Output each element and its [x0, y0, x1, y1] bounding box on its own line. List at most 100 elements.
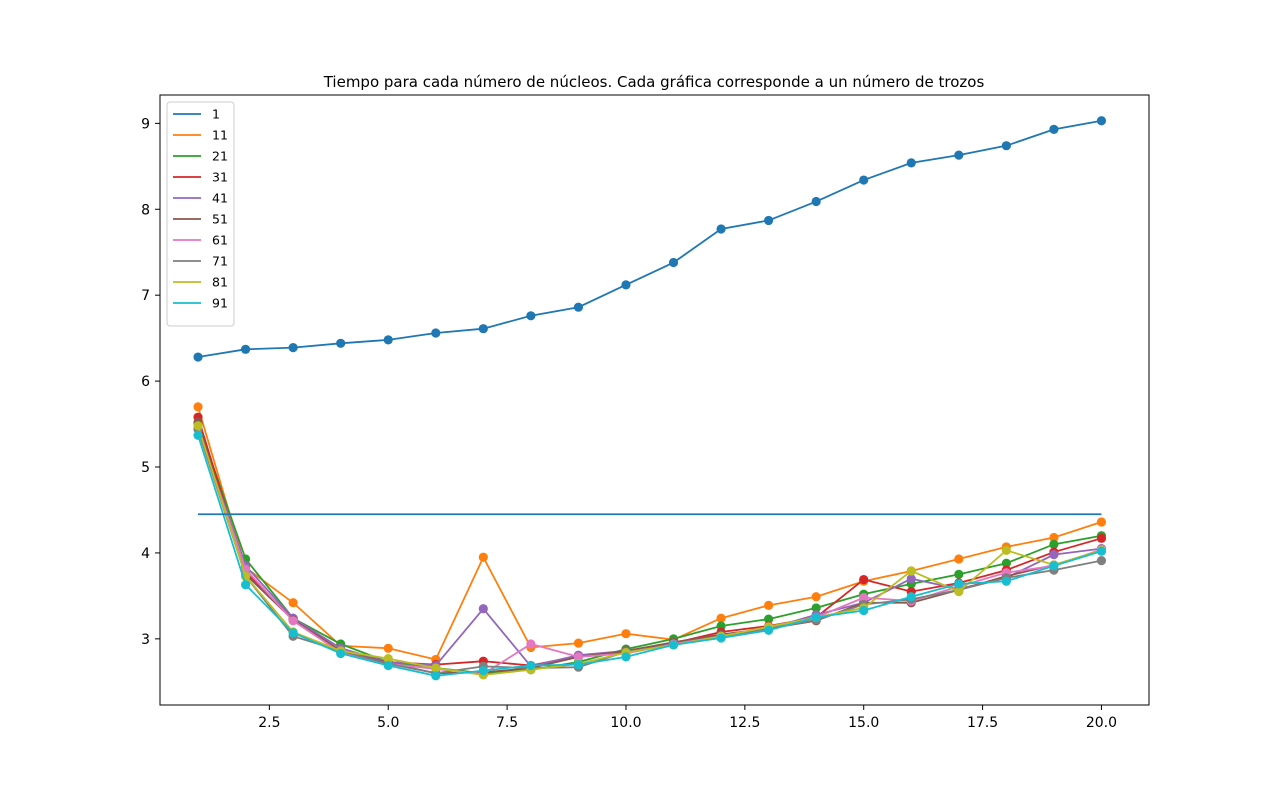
data-point-11-20: [1096, 517, 1107, 527]
data-point-61-9: [573, 652, 584, 662]
data-point-1-6: [431, 328, 441, 338]
data-point-91-10: [621, 652, 631, 662]
data-point-91-7: [478, 666, 488, 676]
data-point-61-15: [859, 593, 869, 603]
y-tick-label: 8: [141, 202, 150, 218]
series-71: [193, 424, 1107, 678]
data-point-1-20: [1096, 116, 1107, 126]
legend-label-61: 61: [212, 233, 228, 248]
series-line-21: [197, 422, 1102, 675]
data-point-31-20: [1096, 533, 1107, 543]
data-point-81-5: [383, 654, 393, 664]
data-point-91-2: [240, 580, 251, 590]
series-line-31: [197, 416, 1102, 667]
legend-label-51: 51: [212, 212, 228, 227]
data-point-1-5: [383, 335, 393, 345]
data-point-1-15: [859, 175, 869, 185]
y-tick-label: 3: [141, 632, 150, 648]
data-point-81-1: [193, 421, 203, 431]
data-point-21-14: [811, 603, 821, 613]
series-41: [193, 423, 1107, 671]
data-point-81-16: [906, 566, 916, 576]
series-21: [193, 418, 1107, 678]
data-point-61-8: [526, 639, 536, 649]
data-point-91-1: [193, 430, 203, 440]
chart-title: Tiempo para cada número de núcleos. Cada…: [323, 73, 985, 91]
legend-label-71: 71: [212, 254, 228, 269]
series-31: [193, 412, 1107, 671]
x-tick-label: 15.0: [848, 715, 879, 731]
data-point-1-1: [193, 352, 203, 362]
data-point-91-19: [1049, 561, 1059, 571]
data-point-91-3: [288, 628, 298, 638]
data-point-91-9: [573, 660, 584, 670]
data-point-81-6: [431, 663, 441, 673]
series-line-91: [197, 434, 1102, 677]
legend-label-91: 91: [212, 296, 228, 311]
data-point-21-17: [954, 569, 964, 580]
data-point-21-18: [1001, 558, 1011, 568]
data-point-91-6: [431, 671, 441, 681]
x-tick-label: 2.5: [258, 715, 280, 731]
series-line-41: [197, 428, 1102, 668]
data-point-91-13: [764, 625, 774, 635]
legend-label-31: 31: [212, 170, 228, 185]
y-axis: 3 4 5 6 7 8 9: [141, 116, 160, 648]
x-axis: 2.5 5.0 7.5 10.0 12.5 15.0 17.5 20.0: [258, 705, 1117, 731]
data-point-11-9: [573, 638, 584, 648]
data-point-81-18: [1001, 545, 1011, 555]
x-tick-label: 12.5: [729, 715, 760, 731]
data-point-81-17: [954, 586, 964, 597]
data-point-1-10: [621, 280, 631, 290]
legend-label-11: 11: [212, 128, 228, 143]
legend-label-21: 21: [212, 149, 228, 164]
series-91: [193, 430, 1107, 681]
series-line-51: [197, 422, 1102, 675]
data-point-41-7: [478, 604, 488, 614]
data-point-1-17: [954, 150, 964, 160]
data-point-1-8: [526, 311, 536, 321]
data-point-11-12: [716, 613, 726, 623]
data-point-41-16: [906, 574, 916, 584]
data-point-1-11: [668, 257, 679, 268]
axes-frame: [159, 94, 1150, 706]
data-point-91-5: [383, 660, 393, 671]
legend-box: [166, 101, 235, 327]
data-point-11-5: [383, 643, 393, 653]
data-point-11-1: [193, 402, 203, 412]
data-point-1-7: [478, 324, 488, 334]
series-line-11: [197, 406, 1102, 661]
x-tick-label: 7.5: [496, 715, 518, 731]
data-point-41-19: [1049, 550, 1059, 560]
data-point-11-17: [954, 554, 964, 564]
data-point-91-8: [526, 660, 536, 671]
y-tick-label: 7: [141, 288, 150, 304]
data-point-31-15: [859, 574, 869, 585]
data-point-11-13: [764, 600, 774, 610]
data-point-1-14: [811, 196, 821, 207]
data-point-21-19: [1049, 539, 1059, 549]
y-tick-label: 4: [141, 546, 150, 562]
data-point-91-4: [336, 648, 346, 659]
series-1: [193, 116, 1107, 362]
series-11: [193, 402, 1107, 665]
data-point-91-18: [1001, 576, 1011, 586]
x-tick-label: 10.0: [610, 715, 641, 731]
data-point-1-16: [906, 158, 916, 168]
data-point-91-20: [1096, 546, 1107, 556]
legend-label-41: 41: [212, 191, 228, 206]
data-point-21-13: [764, 614, 774, 624]
data-point-91-16: [906, 592, 916, 602]
data-point-1-12: [716, 224, 726, 234]
series-line-81: [197, 425, 1102, 676]
data-point-91-15: [859, 605, 869, 616]
data-point-11-10: [621, 629, 631, 639]
data-point-11-14: [811, 592, 821, 602]
y-tick-label: 5: [141, 460, 150, 476]
data-point-91-17: [954, 579, 964, 589]
data-point-1-2: [240, 344, 251, 354]
series-line-1: [197, 119, 1102, 358]
legend-label-81: 81: [212, 275, 228, 290]
